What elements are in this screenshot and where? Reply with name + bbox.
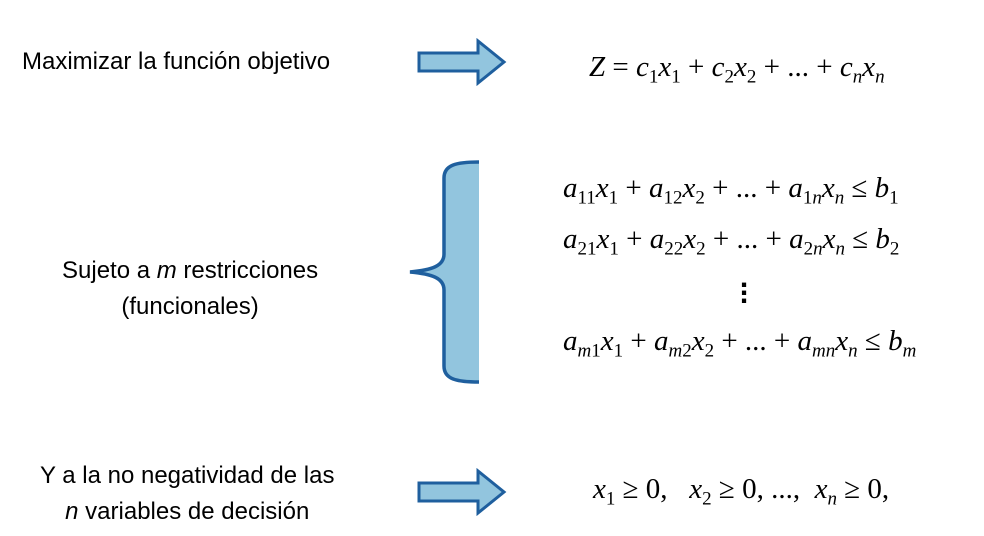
vertical-ellipsis: ... <box>739 261 749 310</box>
constraint-row-m: am1x1 + am2x2 + ... + amnxn ≤ bm <box>563 325 917 362</box>
constraints-label-post: restricciones <box>183 257 319 284</box>
nonnegativity-equation: x1 ≥ 0, x2 ≥ 0, ..., xn ≥ 0, <box>593 473 890 510</box>
nonnegativity-label: Y a la no negatividad de las n variables… <box>40 458 334 530</box>
objective-label: Maximizar la función objetivo <box>22 48 331 75</box>
constraints-label-pre: Sujeto a <box>62 257 151 284</box>
nonnegativity-label-line2: variables de decisión <box>85 498 310 525</box>
constraints-label: Sujeto a m restricciones (funcionales) <box>62 253 318 325</box>
nonnegativity-label-line1: Y a la no negatividad de las <box>40 462 335 489</box>
right-arrow-icon <box>417 468 507 516</box>
right-arrow-icon <box>417 38 507 86</box>
constraints-label-line2: (funcionales) <box>121 293 259 320</box>
constraints-label-var: m <box>156 257 177 284</box>
nonnegativity-label-var: n <box>65 498 79 525</box>
left-brace-icon <box>409 160 480 384</box>
constraint-row-2: a21x1 + a22x2 + ... + a2nxn ≤ b2 <box>563 223 900 260</box>
objective-equation: Z = c1x1 + c2x2 + ... + cnxn <box>589 51 885 88</box>
constraint-row-1: a11x1 + a12x2 + ... + a1nxn ≤ b1 <box>563 172 899 209</box>
